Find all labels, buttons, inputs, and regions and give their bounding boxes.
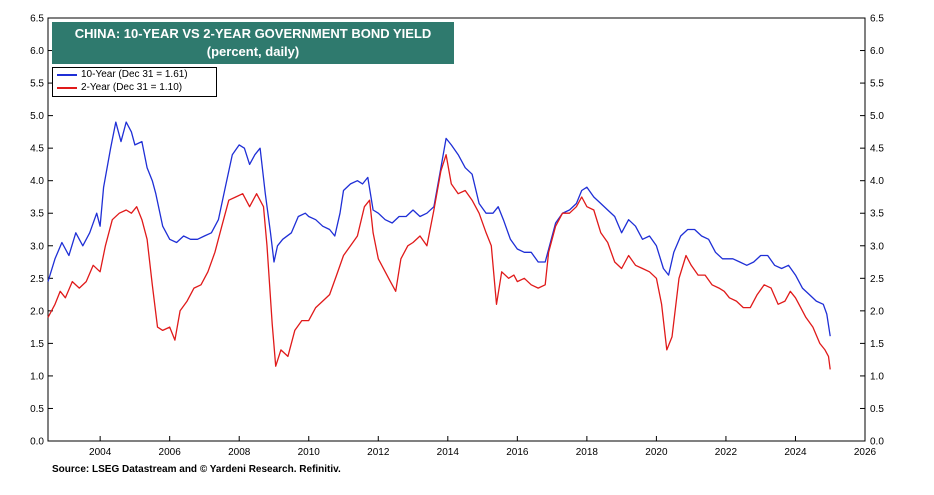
y-tick-label-left: 5.0 <box>30 111 44 122</box>
x-tick-label: 2016 <box>506 447 529 458</box>
x-tick-label: 2020 <box>645 447 668 458</box>
x-tick-label: 2006 <box>159 447 182 458</box>
series-line-2-year <box>47 154 831 370</box>
y-tick-label-right: 0.5 <box>870 404 884 415</box>
x-tick-label: 2026 <box>854 447 877 458</box>
y-tick-label-right: 5.0 <box>870 111 884 122</box>
series-lines <box>47 121 831 370</box>
y-tick-label-right: 3.0 <box>870 241 884 252</box>
y-tick-label-right: 4.5 <box>870 144 884 155</box>
legend-label-2-year: 2-Year (Dec 31 = 1.10) <box>81 82 183 93</box>
x-tick-label: 2004 <box>89 447 112 458</box>
y-axis-right: 0.0 0.5 1.0 1.5 2.0 2.5 3.0 3.5 4.0 4.5 5.0 5.5 6.0 6… <box>860 14 884 448</box>
x-tick-label: 2024 <box>784 447 807 458</box>
plot-frame <box>47 17 866 442</box>
legend: 10-Year (Dec 31 = 1.61) 2-Year (Dec 31 =… <box>52 67 217 97</box>
legend-swatch-2-year <box>57 87 77 89</box>
y-tick-label-right: 2.0 <box>870 306 884 317</box>
y-tick-label-left: 2.0 <box>30 306 44 317</box>
y-tick-label-left: 3.5 <box>30 209 44 220</box>
y-tick-label-right: 0.0 <box>870 437 884 448</box>
y-tick-label-right: 5.5 <box>870 79 884 90</box>
y-tick-label-left: 5.5 <box>30 79 44 90</box>
chart-title: CHINA: 10-YEAR VS 2-YEAR GOVERNMENT BOND… <box>74 26 432 41</box>
y-tick-label-left: 0.5 <box>30 404 44 415</box>
y-tick-label-left: 0.0 <box>30 437 44 448</box>
legend-swatch-10-year <box>57 74 77 76</box>
y-tick-label-right: 6.5 <box>870 14 884 25</box>
y-tick-label-left: 4.5 <box>30 144 44 155</box>
y-axis-left: 0.0 0.5 1.0 1.5 2.0 2.5 3.0 3.5 4.0 4.5 5.0 5.5 6.0 6… <box>30 14 53 448</box>
x-tick-label: 2018 <box>576 447 599 458</box>
y-tick-label-left: 3.0 <box>30 241 44 252</box>
y-tick-label-right: 1.0 <box>870 371 884 382</box>
legend-item-2-year: 2-Year (Dec 31 = 1.10) <box>53 81 216 94</box>
x-tick-label: 2008 <box>228 447 251 458</box>
y-tick-label-left: 6.5 <box>30 14 44 25</box>
y-tick-label-right: 1.5 <box>870 339 884 350</box>
chart-subtitle: (percent, daily) <box>206 44 300 59</box>
y-tick-label-left: 1.5 <box>30 339 44 350</box>
source-note: Source: LSEG Datastream and © Yardeni Re… <box>52 464 341 475</box>
y-tick-label-right: 3.5 <box>870 209 884 220</box>
x-tick-label: 2010 <box>298 447 321 458</box>
y-tick-label-left: 1.0 <box>30 371 44 382</box>
y-tick-label-right: 4.0 <box>870 176 884 187</box>
y-tick-label-left: 6.0 <box>30 46 44 57</box>
series-line-10-year <box>47 121 831 337</box>
y-tick-label-left: 4.0 <box>30 176 44 187</box>
x-tick-label: 2022 <box>715 447 738 458</box>
x-tick-label: 2012 <box>367 447 390 458</box>
chart-title-box: CHINA: 10-YEAR VS 2-YEAR GOVERNMENT BOND… <box>52 22 454 64</box>
legend-label-10-year: 10-Year (Dec 31 = 1.61) <box>81 69 188 80</box>
y-tick-label-right: 2.5 <box>870 274 884 285</box>
y-tick-label-right: 6.0 <box>870 46 884 57</box>
x-tick-label: 2014 <box>437 447 460 458</box>
legend-item-10-year: 10-Year (Dec 31 = 1.61) <box>53 68 216 81</box>
x-axis: 2004 2006 2008 2010 2012 2014 2016 2018 2020 2022… <box>89 436 877 458</box>
y-tick-label-left: 2.5 <box>30 274 44 285</box>
